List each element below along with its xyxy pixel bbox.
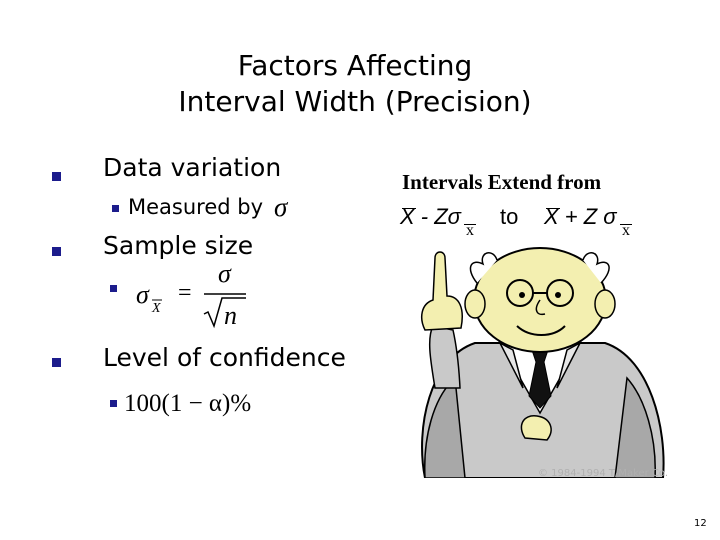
interval-sub-x: x [622,222,630,239]
xbar-overline [620,224,632,225]
equals-sign: = [178,280,192,306]
title-line-1: Factors Affecting [237,49,473,82]
sub-bullet-measured-by: Measured by [128,195,264,219]
xbar-overline [464,224,476,225]
xbar-overline [546,208,560,209]
standard-error-formula: σ X = σ n [136,259,246,330]
xbar-subscript: X [151,301,161,316]
slide-title: Factors Affecting Interval Width (Precis… [0,48,710,120]
title-line-2: Interval Width (Precision) [178,85,532,118]
sigma-symbol: σ [274,192,288,222]
sigma-numerator: σ [218,259,232,288]
bullet-marker [52,172,61,181]
sqrt-radical-icon [203,297,246,329]
xbar-overline [402,208,416,209]
sub-bullet-marker [112,205,119,212]
professor-pointing-clipart-icon [420,247,665,478]
page-number: 12 [694,518,707,529]
sqrt-n: n [224,301,237,330]
bullet-data-variation: Data variation [103,153,282,182]
bullet-marker [52,358,61,367]
interval-sub-x: x [466,222,474,239]
intervals-heading: Intervals Extend from [402,170,602,194]
bullet-marker [52,247,61,256]
sub-bullet-marker [110,285,117,292]
interval-to: to [500,204,519,229]
sigma-symbol: σ [136,280,150,309]
bullet-sample-size: Sample size [103,231,254,260]
clipart-copyright: © 1984-1994 T/Maker Co. [538,468,669,479]
confidence-formula: 100(1 − α)% [124,390,252,417]
bullet-level-of-confidence: Level of confidence [103,343,346,372]
sub-bullet-marker [110,400,117,407]
